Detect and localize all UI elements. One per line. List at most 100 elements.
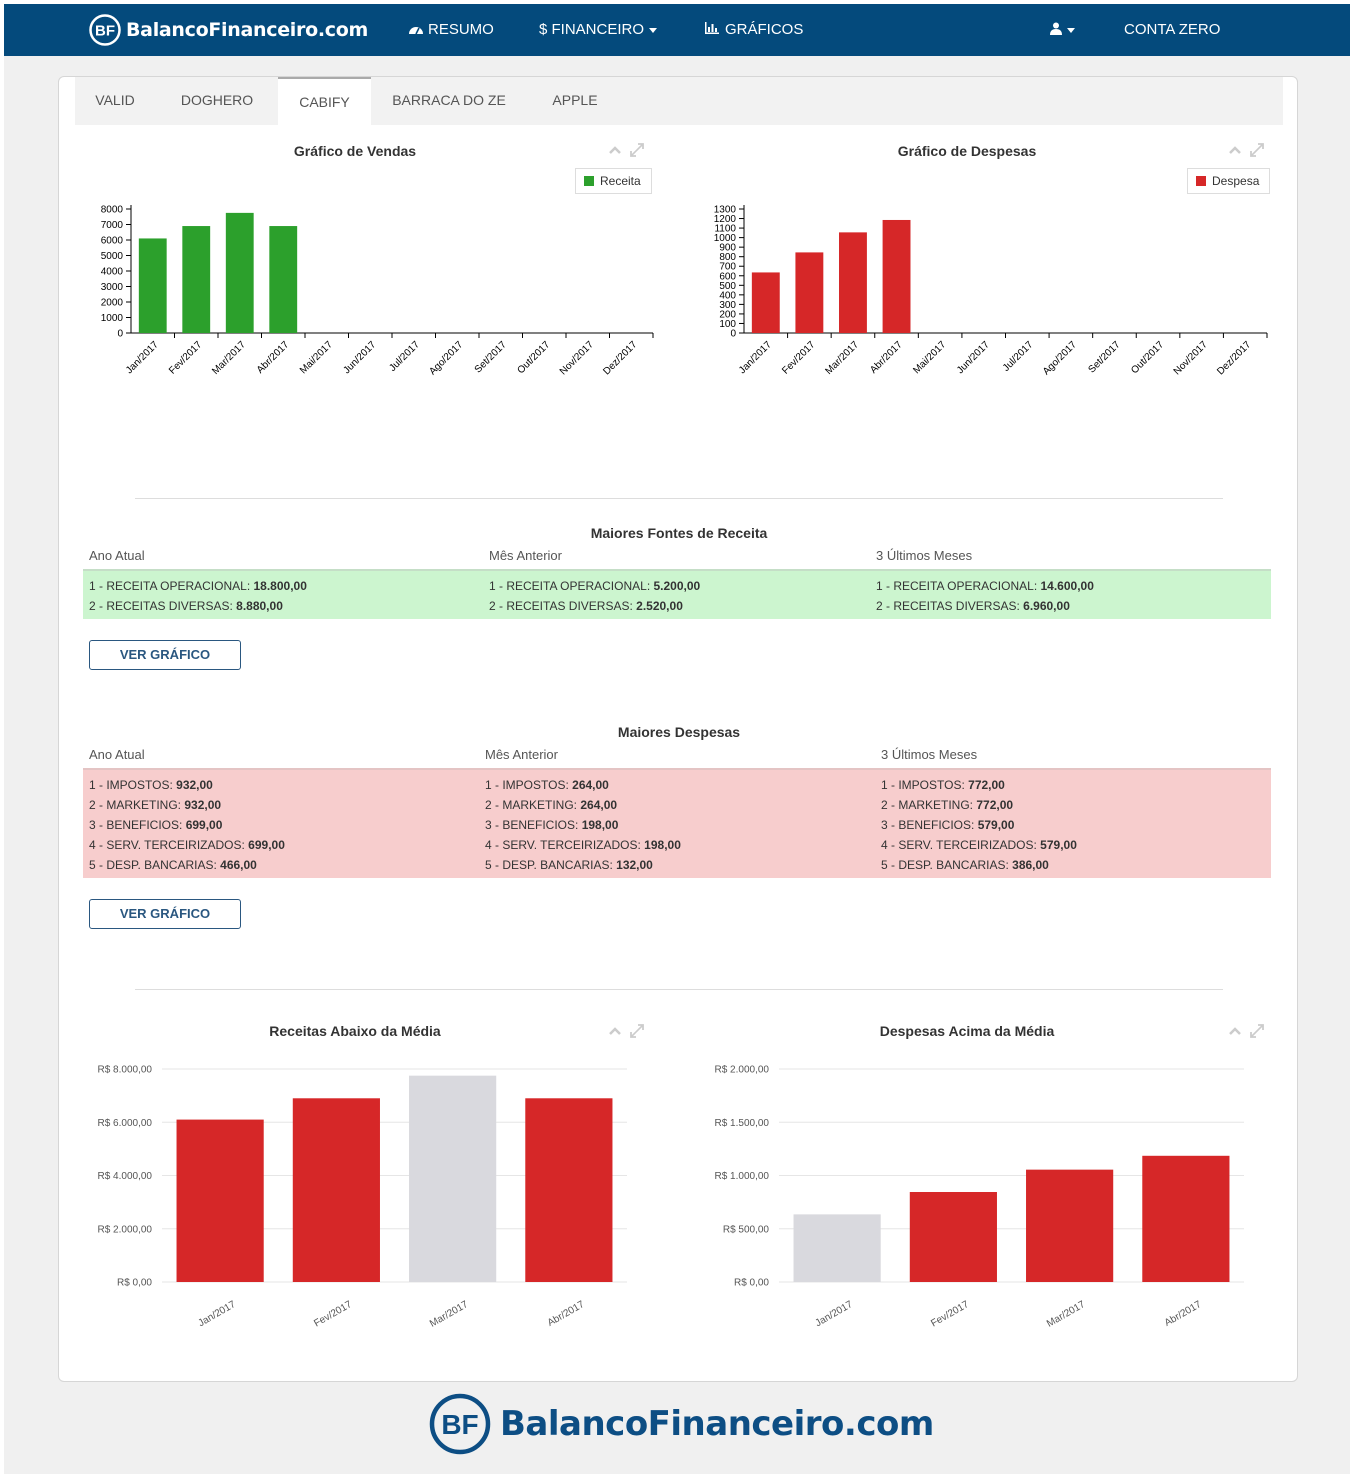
legend-swatch-despesa bbox=[1196, 176, 1206, 186]
tab-valid[interactable]: VALID bbox=[95, 92, 135, 108]
ver-grafico-despesa-button[interactable]: VER GRÁFICO bbox=[89, 899, 241, 929]
chevron-down-icon bbox=[1067, 27, 1075, 33]
chevron-up-icon[interactable] bbox=[609, 1027, 621, 1035]
account-name[interactable]: CONTA ZERO bbox=[1124, 21, 1221, 38]
y-tick-label: R$ 1.500,00 bbox=[715, 1118, 770, 1129]
bar bbox=[292, 1098, 380, 1282]
receita-col-ano-atual: Ano Atual bbox=[89, 548, 145, 563]
x-tick-label: Ago/2017 bbox=[1041, 339, 1079, 377]
section-divider bbox=[135, 989, 1223, 990]
list-item: 1 - IMPOSTOS: 772,00 bbox=[881, 778, 1005, 792]
y-tick-label: 600 bbox=[719, 271, 736, 282]
y-tick-label: 800 bbox=[719, 252, 736, 263]
nav-graficos-label: GRÁFICOS bbox=[725, 21, 804, 38]
y-tick-label: 6000 bbox=[101, 236, 124, 247]
receitas-abaixo-bar-chart: R$ 0,00 R$ 2.000,00 R$ 4.000,00 R$ 6.000,00… bbox=[98, 1065, 627, 1330]
despesas-legend[interactable]: Despesa bbox=[1187, 168, 1271, 194]
chevron-up-icon[interactable] bbox=[1229, 146, 1241, 154]
vendas-chart-tools bbox=[607, 141, 647, 159]
x-tick-label: Out/2017 bbox=[515, 339, 552, 376]
y-tick-label: R$ 2.000,00 bbox=[98, 1224, 153, 1235]
nav-financeiro-dropdown[interactable]: $ FINANCEIRO bbox=[539, 4, 658, 56]
list-item: 2 - RECEITAS DIVERSAS: 2.520,00 bbox=[489, 599, 683, 613]
bar bbox=[751, 272, 780, 333]
tab-apple[interactable]: APPLE bbox=[552, 92, 598, 108]
x-tick-label: Out/2017 bbox=[1129, 339, 1166, 376]
bf-logo-icon: BF bbox=[429, 1393, 491, 1455]
receitas-abaixo-chart-title: Receitas Abaixo da Média bbox=[269, 1023, 441, 1039]
x-tick-label: Nov/2017 bbox=[1172, 339, 1210, 377]
y-tick-label: 1300 bbox=[714, 205, 737, 216]
ver-grafico-receita-button[interactable]: VER GRÁFICO bbox=[89, 640, 241, 670]
y-tick-label: 8000 bbox=[101, 205, 124, 216]
receita-section-title: Maiores Fontes de Receita bbox=[590, 525, 768, 541]
x-tick-label: Set/2017 bbox=[473, 339, 509, 375]
list-item: 5 - DESP. BANCARIAS: 466,00 bbox=[89, 858, 257, 872]
list-item: 2 - MARKETING: 932,00 bbox=[89, 798, 222, 812]
list-item: 1 - IMPOSTOS: 264,00 bbox=[485, 778, 609, 792]
y-tick-label: 900 bbox=[719, 243, 736, 254]
vendas-chart-title: Gráfico de Vendas bbox=[293, 143, 417, 159]
vendas-legend[interactable]: Receita bbox=[575, 168, 652, 194]
despesas-acima-chart-tools bbox=[1227, 1022, 1267, 1040]
despesas-bar-chart: 0100200300400500600700800900100011001200… bbox=[714, 205, 1268, 377]
list-item: 1 - IMPOSTOS: 932,00 bbox=[89, 778, 213, 792]
bar bbox=[909, 1192, 997, 1282]
despesa-col-ano-atual: Ano Atual bbox=[89, 747, 145, 762]
receitas-abaixo-chart-tools bbox=[607, 1022, 647, 1040]
tab-barraca-do-ze[interactable]: BARRACA DO ZE bbox=[392, 92, 506, 108]
x-tick-label: Mar/2017 bbox=[210, 339, 248, 377]
bar bbox=[138, 238, 167, 333]
svg-text:BF: BF bbox=[95, 23, 115, 40]
bar bbox=[882, 219, 911, 333]
despesas-acima-bar-chart: R$ 0,00 R$ 500,00 R$ 1.000,00 R$ 1.500,00 R$… bbox=[715, 1065, 1244, 1330]
x-tick-label: Mar/2017 bbox=[823, 339, 861, 377]
tab-cabify[interactable]: CABIFY bbox=[278, 77, 371, 125]
chevron-down-icon bbox=[649, 27, 658, 33]
x-tick-label: Fev/2017 bbox=[780, 339, 818, 377]
legend-label-receita: Receita bbox=[600, 174, 641, 188]
chevron-up-icon[interactable] bbox=[609, 146, 621, 154]
list-item: 4 - SERV. TERCEIRIZADOS: 699,00 bbox=[89, 838, 285, 852]
bar bbox=[269, 226, 298, 333]
brand-name: BalancoFinanceiro.com bbox=[126, 19, 368, 41]
y-tick-label: R$ 8.000,00 bbox=[98, 1065, 153, 1076]
x-tick-label: Nov/2017 bbox=[558, 339, 596, 377]
x-tick-label: Jan/2017 bbox=[813, 1299, 855, 1329]
expand-icon[interactable] bbox=[630, 143, 644, 157]
y-tick-label: 300 bbox=[719, 300, 736, 311]
x-tick-label: Ago/2017 bbox=[427, 339, 465, 377]
despesa-col-3-meses: 3 Últimos Meses bbox=[881, 747, 978, 762]
nav-graficos[interactable]: GRÁFICOS bbox=[704, 4, 803, 56]
brand-logo[interactable]: BF BalancoFinanceiro.com bbox=[88, 12, 368, 48]
user-menu-dropdown[interactable] bbox=[1050, 4, 1075, 56]
bar-chart-icon bbox=[705, 22, 719, 34]
chevron-up-icon[interactable] bbox=[1229, 1027, 1241, 1035]
nav-financeiro-label: $ FINANCEIRO bbox=[539, 21, 645, 38]
main-panel: VALID DOGHERO CABIFY BARRACA DO ZE APPLE… bbox=[58, 76, 1298, 1382]
app-window: BF BalancoFinanceiro.com RESUMO $ FINANC… bbox=[4, 4, 1350, 1474]
x-tick-label: Abr/2017 bbox=[1163, 1299, 1204, 1329]
x-tick-label: Jan/2017 bbox=[124, 339, 161, 376]
tab-doghero[interactable]: DOGHERO bbox=[180, 92, 254, 108]
y-tick-label: 5000 bbox=[101, 251, 124, 262]
x-tick-label: Fev/2017 bbox=[312, 1299, 354, 1330]
expand-icon[interactable] bbox=[1250, 1024, 1264, 1038]
y-tick-label: 400 bbox=[719, 290, 736, 301]
vendas-bar-chart: 0 1000 2000 3000 4000 5000 6000 7000 8000 Jan/201… bbox=[101, 205, 654, 377]
receita-ranking-box: 1 - RECEITA OPERACIONAL: 18.800,00 2 - R… bbox=[83, 569, 1271, 619]
bar bbox=[182, 226, 211, 333]
receita-col-3-meses: 3 Últimos Meses bbox=[876, 548, 973, 563]
list-item: 2 - RECEITAS DIVERSAS: 8.880,00 bbox=[89, 599, 283, 613]
list-item: 5 - DESP. BANCARIAS: 386,00 bbox=[881, 858, 1049, 872]
x-tick-label: Abr/2017 bbox=[255, 339, 292, 376]
bar bbox=[1026, 1169, 1114, 1282]
bar bbox=[795, 252, 824, 333]
y-tick-label: R$ 0,00 bbox=[734, 1278, 769, 1289]
expand-icon[interactable] bbox=[1250, 143, 1264, 157]
y-tick-label: 0 bbox=[117, 329, 123, 340]
list-item: 4 - SERV. TERCEIRIZADOS: 579,00 bbox=[881, 838, 1077, 852]
expand-icon[interactable] bbox=[630, 1024, 644, 1038]
despesa-section-title: Maiores Despesas bbox=[617, 724, 741, 740]
nav-resumo[interactable]: RESUMO bbox=[408, 4, 494, 56]
